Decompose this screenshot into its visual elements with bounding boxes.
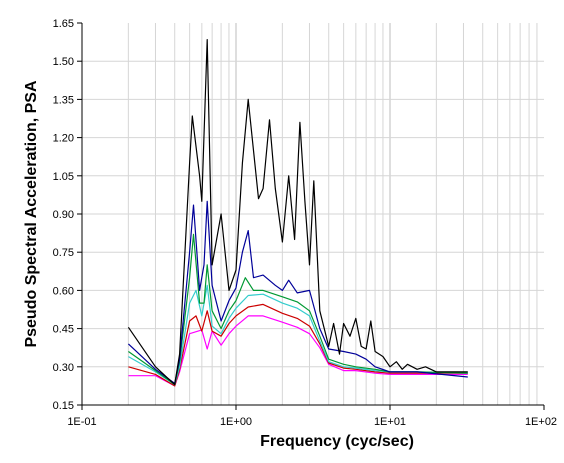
x-tick-label: 1E+00 bbox=[220, 416, 252, 428]
y-tick-label: 1.35 bbox=[53, 94, 74, 106]
x-tick-label: 1E-01 bbox=[67, 416, 96, 428]
x-tick-label: 1E+01 bbox=[374, 416, 406, 428]
y-tick-label: 0.15 bbox=[53, 400, 74, 412]
x-tick-labels: 1E-01 1E+00 1E+01 1E+02 bbox=[67, 416, 557, 428]
y-tick-labels: 0.15 0.30 0.45 0.60 0.75 0.90 1.05 1.20 1.35 1.50… bbox=[53, 18, 74, 412]
y-tick-label: 1.50 bbox=[53, 56, 74, 68]
y-tick-label: 1.05 bbox=[53, 171, 74, 183]
y-tick-label: 0.60 bbox=[53, 285, 74, 297]
plot-frame bbox=[77, 22, 545, 410]
y-tick-label: 0.75 bbox=[53, 247, 74, 259]
series-line-4 bbox=[128, 233, 468, 386]
series-line-5 bbox=[127, 200, 468, 384]
y-tick-label: 1.20 bbox=[53, 133, 74, 145]
y-tick-label: 0.45 bbox=[53, 324, 74, 336]
x-axis-title: Frequency (cyc/sec) bbox=[260, 433, 414, 450]
y-tick-label: 1.65 bbox=[53, 18, 74, 30]
series-line-6 bbox=[127, 38, 468, 386]
series-lines bbox=[127, 38, 468, 387]
y-axis-title: Pseudo Spectral Acceleration, PSA bbox=[23, 80, 40, 348]
x-tick-label: 1E+02 bbox=[525, 416, 557, 428]
grid-lines bbox=[82, 23, 544, 405]
y-tick-label: 0.30 bbox=[53, 362, 74, 374]
y-tick-label: 0.90 bbox=[53, 209, 74, 221]
series-line-3 bbox=[128, 284, 468, 386]
series-line-1 bbox=[128, 315, 468, 387]
series-line-2 bbox=[128, 303, 468, 387]
